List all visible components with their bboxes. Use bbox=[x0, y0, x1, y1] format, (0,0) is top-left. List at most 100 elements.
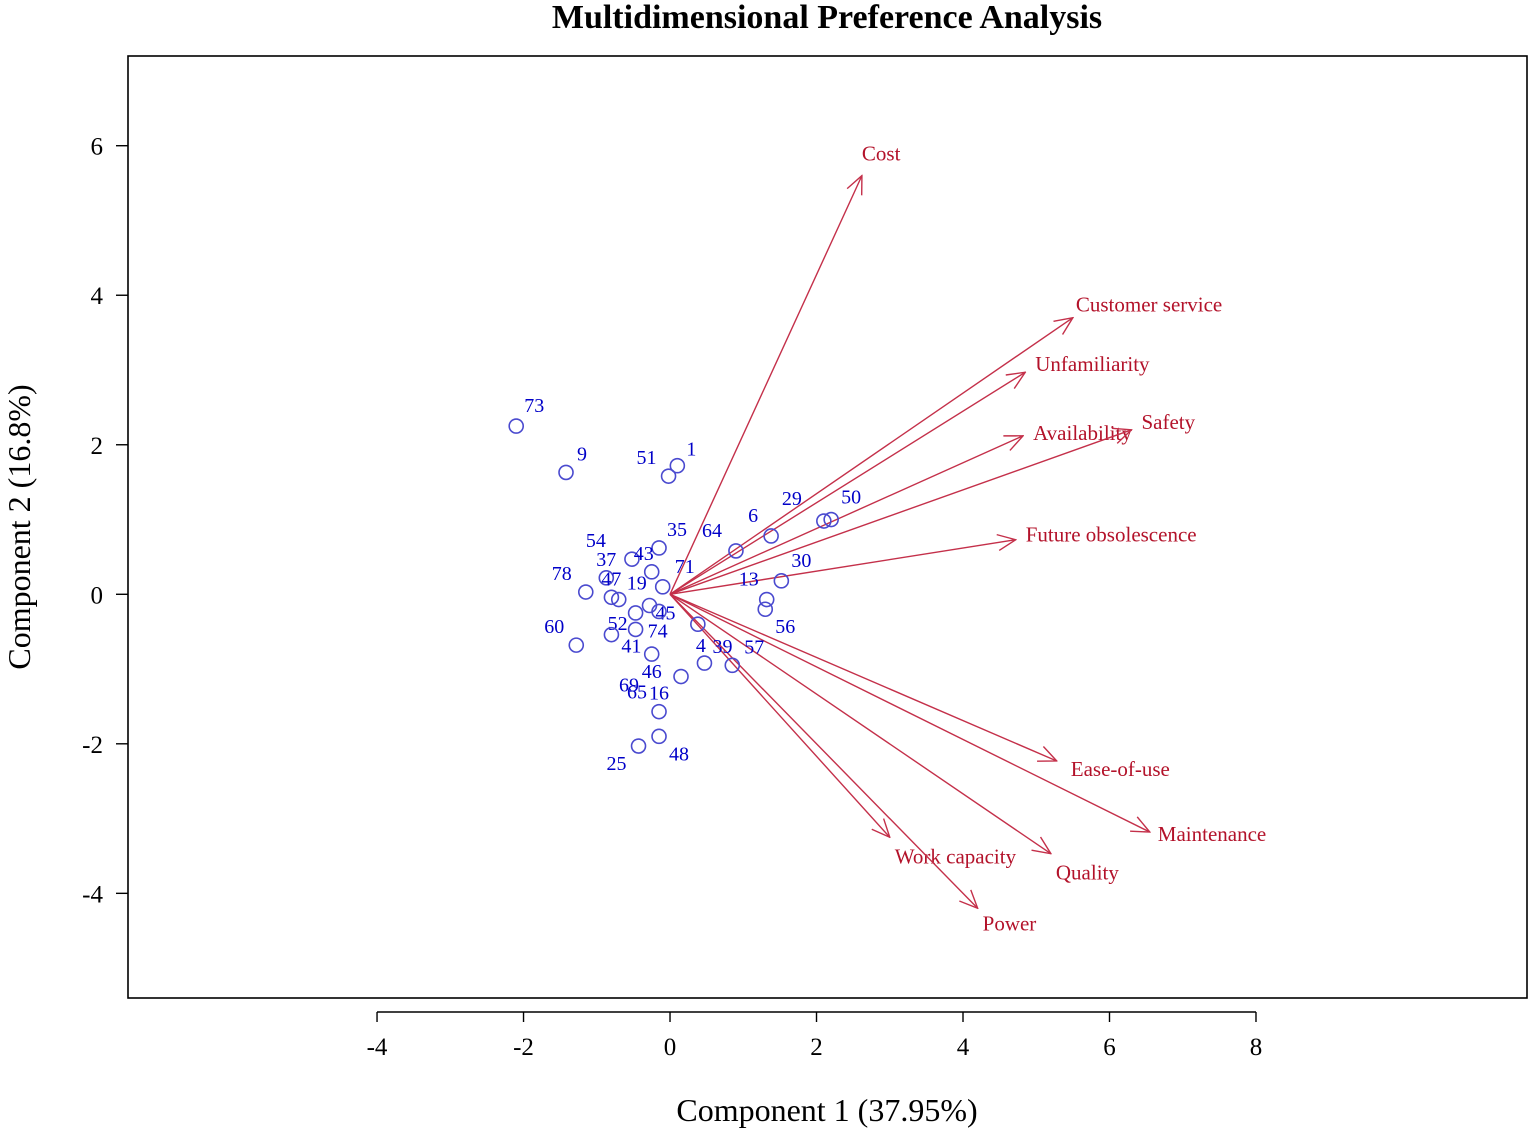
point-35 bbox=[651, 540, 667, 556]
vector-safety bbox=[669, 430, 1131, 595]
point-25 bbox=[630, 738, 647, 754]
vector-ease-of-use bbox=[669, 593, 1057, 761]
vector-quality bbox=[669, 593, 1051, 853]
point-label-69: 69 bbox=[619, 674, 639, 696]
vector-label-cost: Cost bbox=[862, 142, 901, 166]
point-label-29: 29 bbox=[782, 488, 802, 510]
point-73 bbox=[508, 418, 525, 434]
y-tick-label: -4 bbox=[82, 881, 103, 908]
point-label-1: 1 bbox=[686, 439, 696, 461]
point-16 bbox=[651, 703, 667, 720]
point-69 bbox=[651, 603, 667, 620]
chart-title: Multidimensional Preference Analysis bbox=[552, 0, 1102, 36]
vector-power bbox=[669, 593, 978, 908]
point-label-39: 39 bbox=[712, 636, 732, 658]
point-29 bbox=[816, 513, 832, 529]
x-tick-label: 0 bbox=[664, 1034, 677, 1061]
point-label-13: 13 bbox=[739, 569, 759, 591]
x-axis-label: Component 1 (37.95%) bbox=[676, 1092, 977, 1128]
point-label-47: 47 bbox=[601, 568, 621, 590]
y-tick-label: 6 bbox=[91, 134, 104, 161]
point-56 bbox=[757, 601, 774, 618]
point-4 bbox=[690, 616, 706, 632]
point-label-64: 64 bbox=[702, 520, 722, 542]
point-label-65: 65 bbox=[627, 682, 647, 704]
point-label-35: 35 bbox=[667, 519, 687, 541]
point-65 bbox=[673, 668, 689, 685]
point-1 bbox=[669, 457, 686, 474]
vector-label-work-capacity: Work capacity bbox=[895, 844, 1017, 868]
point-label-37: 37 bbox=[596, 549, 616, 571]
point-label-16: 16 bbox=[649, 683, 669, 705]
point-label-25: 25 bbox=[607, 753, 627, 775]
point-label-71: 71 bbox=[675, 556, 695, 578]
x-tick-label: 4 bbox=[957, 1034, 970, 1061]
vector-label-safety: Safety bbox=[1141, 410, 1195, 434]
vector-label-power: Power bbox=[983, 911, 1037, 935]
point-47 bbox=[603, 589, 620, 606]
point-64 bbox=[728, 543, 744, 559]
vector-label-maintenance: Maintenance bbox=[1158, 822, 1266, 846]
point-48 bbox=[651, 728, 667, 745]
point-label-4: 4 bbox=[696, 635, 706, 657]
point-30 bbox=[773, 573, 790, 589]
y-axis-label: Component 2 (16.8%) bbox=[1, 384, 37, 669]
point-label-30: 30 bbox=[791, 550, 811, 572]
point-43 bbox=[643, 564, 660, 580]
vector-label-future-obsolescence: Future obsolescence bbox=[1026, 523, 1197, 547]
vector-future-obsolescence bbox=[669, 540, 1016, 595]
point-label-46: 46 bbox=[642, 661, 662, 683]
point-label-50: 50 bbox=[841, 487, 861, 509]
x-tick-label: 8 bbox=[1250, 1034, 1263, 1061]
point-label-73: 73 bbox=[524, 395, 544, 417]
x-tick-label: 2 bbox=[810, 1034, 823, 1061]
vector-customer-service bbox=[669, 318, 1073, 595]
point-51 bbox=[660, 468, 677, 484]
y-tick-label: 0 bbox=[91, 582, 104, 609]
point-label-60: 60 bbox=[544, 616, 564, 638]
point-57 bbox=[724, 657, 741, 674]
vector-unfamiliarity bbox=[669, 372, 1025, 595]
point-label-78: 78 bbox=[552, 563, 572, 585]
point-60 bbox=[568, 637, 585, 653]
vector-label-ease-of-use: Ease-of-use bbox=[1071, 757, 1170, 781]
y-axis: -4 -2 0 2 4 6 bbox=[82, 134, 128, 908]
point-label-74: 74 bbox=[648, 620, 668, 642]
point-13 bbox=[758, 591, 775, 608]
point-9 bbox=[558, 464, 574, 481]
point-54 bbox=[624, 551, 640, 567]
variable-vectors: Cost Customer service Unfamiliarity Availab… bbox=[669, 142, 1266, 935]
point-label-19: 19 bbox=[627, 573, 647, 595]
vector-availability bbox=[669, 436, 1023, 595]
point-52 bbox=[627, 605, 644, 621]
point-71 bbox=[654, 579, 671, 595]
point-label-54: 54 bbox=[586, 530, 606, 552]
plot-frame bbox=[127, 55, 1528, 999]
x-tick-label: -4 bbox=[367, 1034, 388, 1061]
point-39 bbox=[696, 655, 713, 671]
x-tick-label: -2 bbox=[513, 1034, 534, 1061]
vector-cost bbox=[669, 176, 862, 595]
vector-label-customer-service: Customer service bbox=[1076, 293, 1222, 317]
vector-label-unfamiliarity: Unfamiliarity bbox=[1035, 352, 1150, 376]
x-axis: -4 -2 0 2 4 6 8 bbox=[367, 1011, 1263, 1061]
y-tick-label: 4 bbox=[91, 283, 104, 310]
point-50 bbox=[823, 511, 839, 528]
point-19 bbox=[610, 591, 627, 608]
point-label-57: 57 bbox=[744, 636, 764, 658]
vector-label-availability: Availability bbox=[1033, 421, 1132, 445]
point-41 bbox=[603, 626, 620, 643]
y-tick-label: 2 bbox=[91, 433, 104, 460]
vector-maintenance bbox=[669, 593, 1150, 832]
point-label-48: 48 bbox=[669, 743, 689, 765]
point-74 bbox=[627, 621, 644, 638]
point-label-52: 52 bbox=[608, 613, 628, 635]
point-label-56: 56 bbox=[775, 616, 795, 638]
point-78 bbox=[577, 584, 594, 600]
vector-work-capacity bbox=[669, 593, 890, 837]
point-label-51: 51 bbox=[637, 447, 657, 469]
point-label-6: 6 bbox=[748, 505, 758, 527]
x-tick-label: 6 bbox=[1103, 1034, 1116, 1061]
